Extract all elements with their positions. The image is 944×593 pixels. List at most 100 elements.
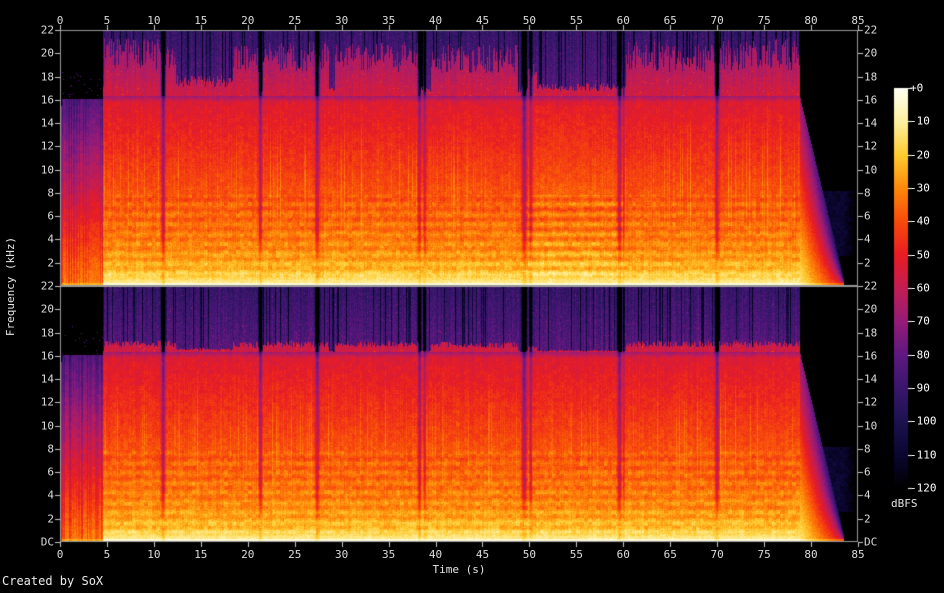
- freq-tick-label-left-top: 8: [47, 186, 54, 200]
- x-tick-label-bottom: 70: [710, 548, 724, 561]
- x-tick-label-top: 70: [710, 14, 724, 27]
- freq-tick-label-right-top: 6: [864, 209, 871, 223]
- x-tick-label-top: 30: [335, 14, 349, 27]
- freq-tick-label-left-top: 20: [40, 46, 54, 60]
- freq-tick-label-left-top: 10: [40, 163, 54, 177]
- freq-tick-label-left-bottom: 2: [47, 512, 54, 526]
- x-tick-label-top: 85: [851, 14, 865, 27]
- freq-tick-label-left-bottom: DC: [40, 535, 54, 549]
- freq-tick-label-right-bottom: 8: [864, 442, 871, 456]
- freq-tick-label-right-bottom: 20: [864, 302, 878, 316]
- freq-tick-label-right-top: 16: [864, 93, 878, 107]
- freq-tick-label-left-bottom: 16: [40, 349, 54, 363]
- x-tick-label-bottom: 60: [616, 548, 630, 561]
- x-tick-label-bottom: 65: [663, 548, 677, 561]
- colorbar-tick-label: -120: [910, 481, 937, 495]
- freq-tick-label-right-top: 22: [864, 23, 878, 37]
- freq-tick-label-right-top: 18: [864, 70, 878, 84]
- freq-tick-label-right-top: 10: [864, 163, 878, 177]
- x-tick-label-bottom: 80: [804, 548, 818, 561]
- freq-tick-label-right-bottom: 6: [864, 465, 871, 479]
- x-tick-label-top: 35: [381, 14, 396, 27]
- x-tick-label-top: 10: [147, 14, 161, 27]
- freq-tick-label-right-bottom: 16: [864, 349, 878, 363]
- freq-tick-label-right-bottom: 14: [864, 372, 878, 386]
- freq-tick-label-right-bottom: DC: [864, 535, 878, 549]
- colorbar-tick-label: -110: [910, 448, 937, 462]
- freq-tick-label-right-top: 20: [864, 46, 878, 60]
- x-tick-label-top: 55: [569, 14, 583, 27]
- freq-tick-label-left-top: 6: [47, 209, 54, 223]
- colorbar-tick-label: -100: [910, 414, 937, 428]
- colorbar-tick-label: -70: [910, 314, 930, 328]
- freq-tick-label-right-top: 14: [864, 116, 878, 130]
- colorbar-title: dBFS: [891, 497, 918, 510]
- x-tick-label-top: 75: [757, 14, 771, 27]
- freq-tick-label-right-top: 4: [864, 232, 871, 246]
- freq-tick-label-left-top: 12: [40, 139, 54, 153]
- x-tick-label-bottom: 55: [569, 548, 583, 561]
- freq-tick-label-right-bottom: 12: [864, 395, 878, 409]
- colorbar-tick-label: -40: [910, 214, 930, 228]
- x-tick-label-bottom: 20: [241, 548, 255, 561]
- freq-tick-label-right-bottom: 10: [864, 419, 878, 433]
- x-tick-label-bottom: 75: [757, 548, 771, 561]
- freq-tick-label-left-top: 22: [40, 23, 54, 37]
- x-tick-label-top: 5: [103, 14, 111, 27]
- x-tick-label-bottom: 35: [381, 548, 396, 561]
- freq-tick-label-left-top: 4: [47, 232, 54, 246]
- x-tick-label-bottom: 30: [335, 548, 349, 561]
- freq-tick-label-right-bottom: 4: [864, 488, 871, 502]
- freq-tick-label-left-bottom: 14: [40, 372, 54, 386]
- x-tick-label-bottom: 85: [851, 548, 865, 561]
- freq-tick-label-right-top: 2: [864, 256, 871, 270]
- freq-tick-label-left-bottom: 4: [47, 488, 54, 502]
- x-tick-label-top: 0: [56, 14, 64, 27]
- freq-tick-label-left-top: 18: [40, 70, 54, 84]
- x-tick-label-top: 65: [663, 14, 677, 27]
- colorbar-tick-label: -80: [910, 348, 930, 362]
- x-tick-label-top: 45: [475, 14, 490, 27]
- colorbar-tick-label: -10: [910, 114, 930, 128]
- x-tick-label-top: 50: [522, 14, 537, 27]
- x-tick-label-bottom: 10: [147, 548, 161, 561]
- freq-tick-label-right-bottom: 18: [864, 326, 878, 340]
- x-tick-label-bottom: 15: [194, 548, 208, 561]
- colorbar-tick-label: -90: [910, 381, 930, 395]
- freq-tick-label-left-bottom: 18: [40, 326, 54, 340]
- x-tick-label-top: 40: [428, 14, 443, 27]
- freq-tick-label-left-top: 16: [40, 93, 54, 107]
- x-tick-label-bottom: 50: [522, 548, 537, 561]
- credit-text: Created by SoX: [2, 574, 104, 588]
- freq-tick-label-right-bottom: 22: [864, 279, 878, 293]
- x-tick-label-bottom: 45: [475, 548, 490, 561]
- y-axis-title-box: Frequency (kHz): [0, 30, 22, 542]
- colorbar-tick-label: -50: [910, 248, 930, 262]
- y-axis-title: Frequency (kHz): [4, 236, 18, 336]
- colorbar-tick-label: -20: [910, 148, 930, 162]
- freq-tick-label-left-bottom: 6: [47, 465, 54, 479]
- freq-tick-label-right-top: 8: [864, 186, 871, 200]
- x-tick-label-bottom: 40: [428, 548, 443, 561]
- x-tick-label-bottom: 0: [56, 548, 64, 561]
- freq-tick-label-left-bottom: 20: [40, 302, 54, 316]
- freq-tick-label-left-bottom: 12: [40, 395, 54, 409]
- x-tick-label-top: 25: [288, 14, 302, 27]
- x-tick-label-bottom: 5: [103, 548, 111, 561]
- x-tick-label-top: 80: [804, 14, 818, 27]
- freq-tick-label-left-bottom: 22: [40, 279, 54, 293]
- colorbar-tick-label: -30: [910, 181, 930, 195]
- x-tick-label-top: 60: [616, 14, 630, 27]
- x-axis-title: Time (s): [432, 563, 486, 576]
- colorbar-tick-label: +0: [910, 81, 924, 95]
- colorbar-tick-label: -60: [910, 281, 930, 295]
- freq-tick-label-left-top: 2: [47, 256, 54, 270]
- freq-tick-label-left-top: 14: [40, 116, 54, 130]
- freq-tick-label-right-bottom: 2: [864, 512, 871, 526]
- x-tick-label-top: 15: [194, 14, 208, 27]
- freq-tick-label-left-bottom: 10: [40, 419, 54, 433]
- x-tick-label-top: 20: [241, 14, 255, 27]
- freq-tick-label-left-bottom: 8: [47, 442, 54, 456]
